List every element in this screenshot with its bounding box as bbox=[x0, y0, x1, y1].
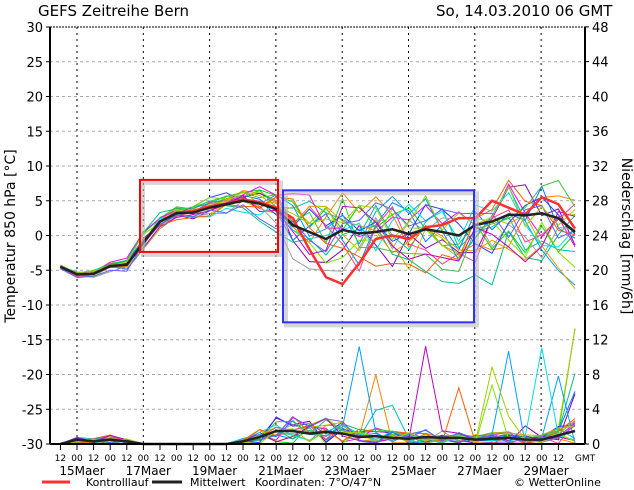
x-day-label: 21Maer bbox=[258, 464, 303, 478]
mean-temp-line bbox=[59, 199, 576, 276]
x-day-label: 27Maer bbox=[457, 464, 502, 478]
member-precip-line bbox=[60, 346, 576, 445]
member-temp-line bbox=[60, 191, 576, 276]
y-tick-label: -10 bbox=[22, 299, 43, 314]
x-tick-label: 00 bbox=[304, 454, 316, 464]
highlight-box bbox=[282, 189, 475, 324]
run-date: So, 14.03.2010 06 GMT bbox=[436, 2, 613, 20]
x-tick-label: 12 bbox=[254, 454, 265, 464]
x-day-label: 29Maer bbox=[523, 464, 568, 478]
y2-tick-label: 44 bbox=[592, 56, 609, 71]
x-tick-label: 12 bbox=[420, 454, 431, 464]
y-tick-label: -25 bbox=[22, 403, 43, 418]
member-temp-line bbox=[60, 185, 576, 274]
y-tick-label: 25 bbox=[26, 56, 43, 71]
x-day-label: 25Maer bbox=[391, 464, 436, 478]
y2-tick-label: 24 bbox=[592, 229, 609, 244]
y-tick-label: 0 bbox=[35, 230, 43, 245]
y2-tick-label: 0 bbox=[592, 438, 600, 453]
legend-mean: Mittelwert bbox=[190, 476, 246, 489]
y-tick-label: -30 bbox=[22, 438, 43, 453]
y2-tick-label: 40 bbox=[592, 90, 609, 105]
x-tick-label: GMT bbox=[575, 454, 596, 464]
x-tick-label: 00 bbox=[370, 454, 382, 464]
chart-title: GEFS Zeitreihe Bern bbox=[38, 2, 189, 20]
y-tick-label: 15 bbox=[26, 125, 43, 140]
x-tick-label: 00 bbox=[171, 454, 183, 464]
y2-tick-label: 48 bbox=[592, 21, 609, 36]
y-tick-label: 30 bbox=[26, 21, 43, 36]
y2-tick-label: 12 bbox=[592, 334, 609, 349]
y2-tick-label: 28 bbox=[592, 195, 609, 210]
member-temp-line bbox=[60, 200, 576, 286]
x-tick-label: 00 bbox=[138, 454, 150, 464]
y2-axis-label: Niederschlag [mm/6h] bbox=[618, 158, 634, 315]
y2-tick-label: 4 bbox=[592, 403, 600, 418]
y-tick-label: -5 bbox=[30, 264, 43, 279]
highlight-box bbox=[139, 178, 279, 253]
x-tick-label: 12 bbox=[121, 454, 132, 464]
x-tick-label: 00 bbox=[270, 454, 282, 464]
x-tick-label: 12 bbox=[519, 454, 530, 464]
x-day-label: 19Maer bbox=[192, 464, 237, 478]
highlight-shadow bbox=[141, 180, 283, 257]
x-day-label: 17Maer bbox=[126, 464, 171, 478]
highlight-shadow bbox=[284, 191, 479, 328]
x-tick-label: 00 bbox=[204, 454, 216, 464]
x-day-label: 23Maer bbox=[325, 464, 370, 478]
member-temp-line bbox=[60, 190, 576, 289]
y2-tick-label: 20 bbox=[592, 264, 609, 279]
coordinates: Koordinaten: 7°O/47°N bbox=[255, 476, 382, 489]
member-precip-line bbox=[60, 346, 576, 445]
x-tick-label: 12 bbox=[320, 454, 331, 464]
member-precip-line bbox=[60, 347, 576, 445]
x-tick-label: 00 bbox=[536, 454, 548, 464]
x-tick-label: 12 bbox=[553, 454, 564, 464]
y-tick-label: -20 bbox=[22, 369, 43, 384]
x-tick-label: 00 bbox=[403, 454, 415, 464]
x-tick-label: 12 bbox=[187, 454, 198, 464]
brand: © WetterOnline bbox=[514, 476, 601, 489]
x-tick-label: 12 bbox=[154, 454, 165, 464]
x-tick-label: 12 bbox=[88, 454, 99, 464]
y2-tick-label: 32 bbox=[592, 160, 609, 175]
y-tick-label: -15 bbox=[22, 334, 43, 349]
x-tick-label: 00 bbox=[237, 454, 249, 464]
x-day-label: 15Maer bbox=[59, 464, 104, 478]
x-tick-label: 00 bbox=[436, 454, 448, 464]
x-tick-label: 12 bbox=[287, 454, 298, 464]
x-tick-label: 00 bbox=[71, 454, 83, 464]
x-tick-label: 00 bbox=[503, 454, 515, 464]
y-tick-label: 5 bbox=[35, 195, 43, 210]
x-tick-label: 12 bbox=[353, 454, 364, 464]
y2-tick-label: 8 bbox=[592, 368, 600, 383]
y-axis-label: Temperatur 850 hPa [°C] bbox=[3, 149, 19, 323]
x-tick-label: 00 bbox=[470, 454, 482, 464]
member-temp-line bbox=[60, 192, 576, 276]
y2-tick-label: 36 bbox=[592, 125, 609, 140]
x-tick-label: 12 bbox=[55, 454, 66, 464]
x-tick-label: 12 bbox=[453, 454, 464, 464]
y-tick-label: 20 bbox=[26, 91, 43, 106]
y2-tick-label: 16 bbox=[592, 299, 609, 314]
x-tick-label: 12 bbox=[387, 454, 398, 464]
x-tick-label: 00 bbox=[337, 454, 349, 464]
y-tick-label: 10 bbox=[26, 160, 43, 175]
x-tick-label: 12 bbox=[221, 454, 232, 464]
x-tick-label: 12 bbox=[486, 454, 497, 464]
member-temp-line bbox=[60, 194, 576, 275]
x-tick-label: 00 bbox=[104, 454, 116, 464]
legend-control: Kontrolllauf bbox=[86, 476, 149, 489]
